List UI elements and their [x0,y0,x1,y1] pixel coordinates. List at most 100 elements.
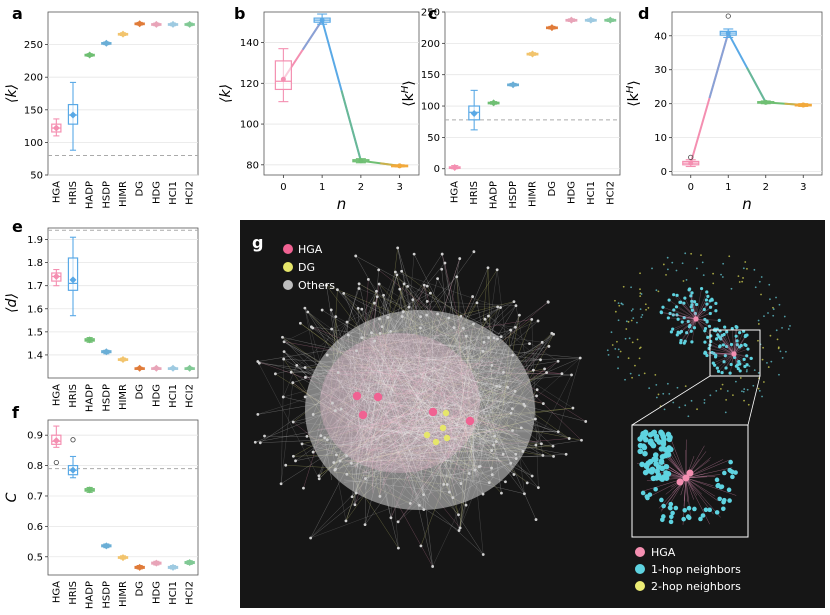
network-right-node [742,267,745,270]
panel-c-mean-marker [529,50,536,58]
network-right-node [625,328,628,330]
panel-b-y-tick-label: 80 [246,160,259,171]
panel-c-x-tick-label: DG [547,181,558,196]
network-node [354,491,358,495]
network-node [419,326,422,330]
network-right-node [681,262,684,265]
network-right-node [760,276,763,278]
network-core-edge [366,430,393,443]
network-core-edge [412,419,466,495]
network-node [311,413,315,416]
panel-f-mean-marker [152,559,160,567]
network-node [396,520,400,524]
network-core-edge [475,362,523,383]
network-core-edge [360,444,466,447]
network-node [422,508,426,512]
network-node [429,291,432,295]
network-right-node [757,387,760,390]
network-node [355,349,358,353]
network-right-edge [732,328,735,355]
network-node [436,312,439,316]
network-node [274,372,277,376]
network-core-edge [457,362,493,366]
inset-node-1hop [717,496,723,502]
legend-marker-others [283,280,293,290]
chart-c: 0 50 100 150 200 250 HGA HRIS HADP HSDP HIMR DG HDG H… [400,8,621,209]
network-node [455,275,459,279]
inset-node-1hop [721,506,726,512]
legend-item-dg: DG [283,261,315,274]
network-node [408,502,412,505]
network-right-edge [676,295,697,320]
network-right-node [761,395,763,398]
network-node [425,284,429,288]
panel-c-mean-marker [470,110,478,118]
network-core-edge [375,358,380,381]
inset-edge [685,477,737,496]
network-node [473,468,477,472]
network-core-edge [408,389,472,442]
network-node [546,300,550,304]
network-right-node [639,295,642,298]
network-node [378,331,382,335]
network-core-edge [406,384,480,428]
legend-label-hga: HGA [298,243,323,256]
network-core-edge [432,392,521,437]
network-right-edge [680,302,697,320]
inset-node-1hop [637,448,644,455]
panel-e-box [67,257,79,291]
panel-d-frame [671,11,823,176]
network-core-edge [389,345,472,393]
legend-bottom: HGA 1-hop neighbors 2-hop neighbors [635,546,741,593]
panel-c-y-tick-label: 100 [421,102,440,113]
network-core-edge [396,367,443,428]
network-node [534,518,538,521]
network-node-dg [442,409,450,417]
network-core-edge [386,419,429,503]
network-right-node-1hop [675,293,679,297]
panel-d-mean-marker [763,99,769,105]
network-right-node-1hop [734,334,738,338]
network-node [490,449,494,452]
inset-node-1hop [668,501,674,507]
panel-f-mean-marker [119,554,127,562]
network-core-edge [416,353,472,363]
network-node [400,269,404,273]
network-core-edge [390,356,434,421]
network-right-node-1hop [742,357,746,361]
network-node [580,438,583,442]
inset-node-1hop [642,450,648,457]
network-right-node [687,415,690,418]
network-right-node [725,399,728,401]
panel-b-x-axis-label: n [337,195,347,213]
network-node [256,360,260,363]
network-core-edge [440,350,493,410]
network-right-edge [714,329,735,355]
network-node [253,440,257,444]
network-node [462,326,465,330]
network-node [309,536,313,540]
network-right-node-1hop [676,330,680,334]
network-node [291,420,295,424]
network-core-edge [363,378,446,427]
panel-f-y-axis-label: C [4,492,20,502]
network-node [447,316,451,320]
network-core-edge [449,369,476,461]
network-node [354,254,358,258]
network-right-node-1hop [703,340,707,344]
inset-node-1hop [655,472,662,478]
panel-d-y-tick-label: 20 [654,99,667,110]
panel-c-y-tick-label: 250 [421,8,440,19]
network-right-edge [688,289,697,320]
network-right-node [778,303,781,306]
panel-e-mean-marker [136,364,144,372]
network-right-node [666,268,669,271]
network-node [349,461,353,465]
inset-edge [685,477,716,497]
network-right-node [640,316,643,319]
panel-f-x-tick-label: HSDP [101,581,112,609]
panel-c-mean-marker [548,24,556,32]
inset-node-1hop [668,505,673,511]
network-node [289,370,293,374]
network-right-node [666,256,669,259]
